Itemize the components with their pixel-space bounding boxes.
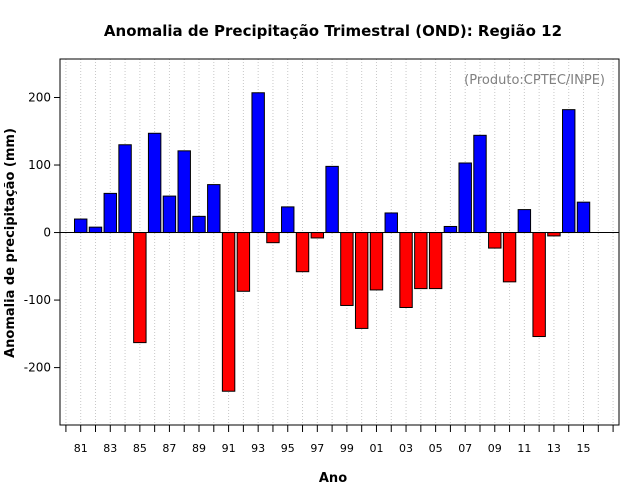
vertical-gridlines xyxy=(66,59,613,425)
bar-1992 xyxy=(237,233,249,292)
bar-2003 xyxy=(400,233,412,308)
bar-2001 xyxy=(370,233,382,290)
precipitation-anomaly-chart: Anomalia de Precipitação Trimestral (OND… xyxy=(0,0,640,500)
bar-1999 xyxy=(341,233,353,306)
bar-2005 xyxy=(429,233,441,289)
bar-2004 xyxy=(415,233,427,289)
x-tick-label: 89 xyxy=(192,442,206,455)
bar-2013 xyxy=(548,233,560,236)
bar-1990 xyxy=(208,185,220,233)
bar-2007 xyxy=(459,163,471,233)
bar-2008 xyxy=(474,135,486,232)
x-tick-label: 03 xyxy=(399,442,413,455)
bar-2015 xyxy=(577,202,589,232)
bar-1991 xyxy=(222,233,234,392)
x-tick-label: 95 xyxy=(281,442,295,455)
bar-2009 xyxy=(489,233,501,249)
bar-1996 xyxy=(296,233,308,272)
x-tick-label: 09 xyxy=(488,442,502,455)
x-tick-label: 87 xyxy=(162,442,176,455)
y-axis-label: Anomalia de precipitação (mm) xyxy=(3,128,18,358)
x-axis-label: Ano xyxy=(319,471,347,486)
bar-1983 xyxy=(104,193,116,232)
x-axis: 81 83 85 87 89 91 93 95 97 99 01 03 05 07 09 11 13 15 xyxy=(66,425,613,455)
bar-2010 xyxy=(503,233,515,282)
bar-1993 xyxy=(252,93,264,233)
bar-1997 xyxy=(311,233,323,238)
bar-2000 xyxy=(355,233,367,329)
x-tick-label: 05 xyxy=(429,442,443,455)
x-tick-label: 15 xyxy=(577,442,591,455)
bar-1984 xyxy=(119,145,131,233)
y-tick-label: 0 xyxy=(43,226,51,240)
x-tick-label: 11 xyxy=(517,442,531,455)
x-tick-label: 85 xyxy=(133,442,147,455)
bar-2014 xyxy=(563,110,575,233)
x-tick-label: 01 xyxy=(369,442,383,455)
bar-2011 xyxy=(518,210,530,233)
bar-2002 xyxy=(385,213,397,233)
bar-1982 xyxy=(89,227,101,232)
x-tick-label: 81 xyxy=(74,442,88,455)
y-tick-label: -200 xyxy=(24,361,51,375)
x-tick-label: 07 xyxy=(458,442,472,455)
bar-1987 xyxy=(163,196,175,232)
bar-1981 xyxy=(74,219,86,233)
bar-1985 xyxy=(134,233,146,343)
bar-1994 xyxy=(267,233,279,243)
y-tick-label: 100 xyxy=(28,158,51,172)
x-tick-label: 83 xyxy=(103,442,117,455)
chart-title: Anomalia de Precipitação Trimestral (OND… xyxy=(104,22,562,40)
x-tick-label: 13 xyxy=(547,442,561,455)
bar-1989 xyxy=(193,216,205,232)
x-tick-label: 99 xyxy=(340,442,354,455)
y-tick-label: -100 xyxy=(24,293,51,307)
x-tick-label: 93 xyxy=(251,442,265,455)
bar-1988 xyxy=(178,151,190,233)
y-tick-label: 200 xyxy=(28,90,51,104)
bar-1986 xyxy=(148,133,160,232)
bar-1998 xyxy=(326,166,338,232)
product-credit: (Produto:CPTEC/INPE) xyxy=(464,73,605,88)
x-tick-label: 97 xyxy=(310,442,324,455)
bar-2006 xyxy=(444,226,456,232)
x-tick-label: 91 xyxy=(222,442,236,455)
y-axis: -200 -100 0 100 200 xyxy=(24,90,60,374)
bar-2012 xyxy=(533,233,545,337)
bar-1995 xyxy=(282,207,294,233)
